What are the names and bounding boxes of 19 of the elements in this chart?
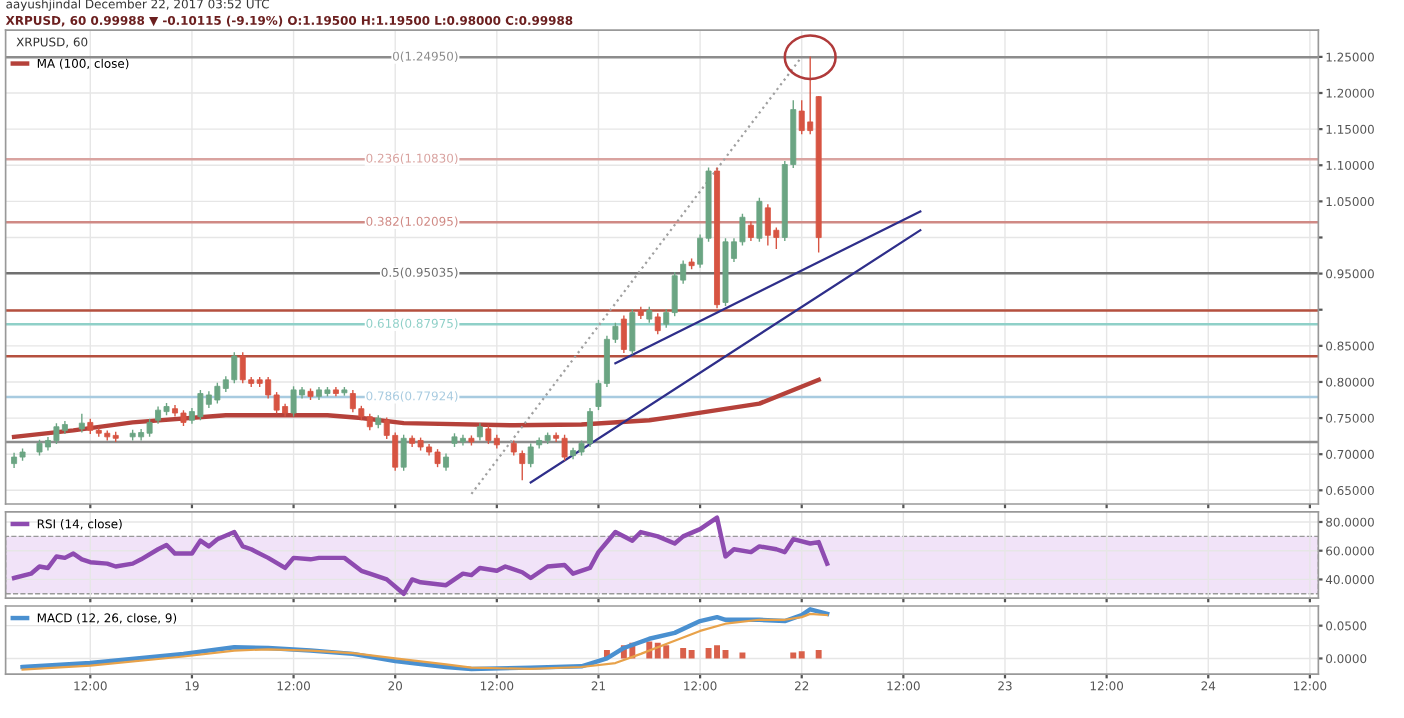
candlestick bbox=[197, 389, 204, 421]
candlestick bbox=[561, 434, 568, 461]
candlestick bbox=[519, 450, 526, 481]
candlestick bbox=[400, 434, 407, 471]
line-series bbox=[11, 377, 821, 440]
candlestick bbox=[231, 352, 238, 384]
candlestick bbox=[620, 315, 627, 354]
candlestick bbox=[290, 386, 297, 417]
candlestick bbox=[527, 443, 534, 468]
candlestick bbox=[671, 272, 678, 317]
line-series bbox=[11, 515, 830, 597]
candlestick bbox=[798, 100, 805, 135]
candlestick bbox=[239, 352, 246, 384]
candlestick bbox=[654, 313, 661, 335]
candlestick bbox=[756, 197, 763, 242]
candlestick bbox=[214, 382, 221, 404]
candlestick bbox=[629, 309, 636, 355]
candlestick bbox=[53, 423, 60, 445]
candlestick bbox=[747, 221, 754, 242]
